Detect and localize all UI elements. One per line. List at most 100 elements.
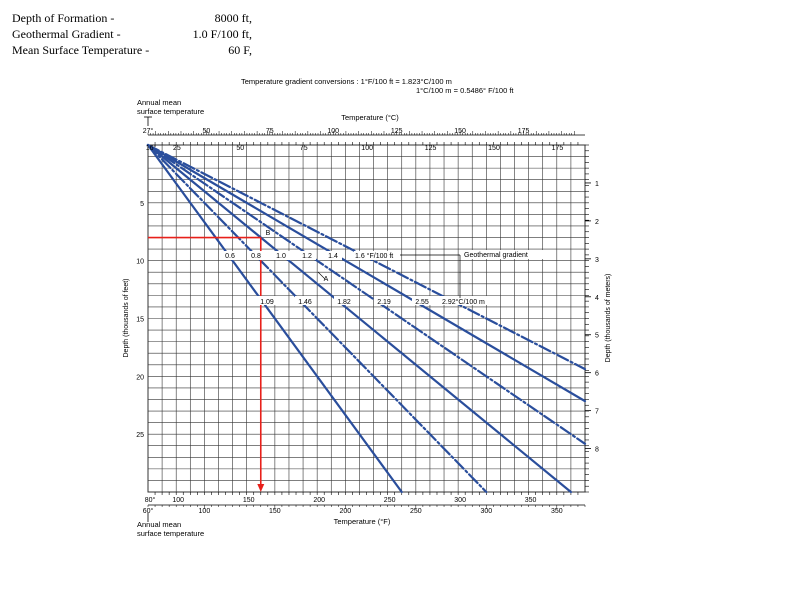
inner-top-tick-label-2: 50 (236, 145, 244, 152)
gradient-line-3 (146, 143, 587, 445)
outer-top-tick-label-0: 27° (143, 127, 154, 135)
right-tick-label-5: 6 (595, 371, 599, 378)
geothermal-label-bg (462, 250, 554, 259)
surface-temp-row: Mean Surface Temperature - 60 F, (12, 42, 252, 58)
gradient-row: Geothermal Gradient - 1.0 F/100 ft, (12, 26, 252, 42)
annual-mean-bottom-label-2: surface temperature (137, 529, 204, 538)
gradient-value: 1.0 F/100 ft, (192, 27, 252, 41)
gradient-f-label-5: 1.6 °F/100 ft (355, 252, 393, 260)
gradient-lines (146, 143, 587, 494)
point-b-label: B (266, 230, 271, 237)
inner-top-tick-label-4: 100 (361, 145, 373, 152)
annual-mean-bottom-label-1: Annual mean (137, 520, 181, 529)
right-tick-label-2: 3 (595, 257, 599, 264)
point-a-label: A (324, 276, 329, 283)
outer-bottom-tick-label-3: 200 (340, 508, 352, 515)
gradient-c-label-bg-1 (295, 296, 315, 305)
gradient-f-label-0: 0.6 (225, 253, 235, 260)
inner-top-tick-label-5: 125 (425, 145, 437, 152)
parameter-list: Depth of Formation - 8000 ft, Geothermal… (12, 10, 252, 58)
left-tick-label-1: 10 (136, 259, 144, 266)
right-tick-label-1: 2 (595, 219, 599, 226)
outer-top-tick-label-4: 125 (391, 128, 403, 135)
left-tick-label-0: 5 (140, 201, 144, 208)
outer-top-tick-label-2: 75 (266, 128, 274, 135)
outer-top-tick-label-5: 150 (454, 128, 466, 135)
outer-bottom-tick-label-5: 300 (480, 508, 492, 515)
gradient-c-label-2: 1.82 (337, 299, 351, 306)
annual-mean-top-label-1: Annual mean (137, 98, 181, 107)
gradient-line-2 (146, 143, 573, 494)
marker-arrowhead (257, 484, 265, 492)
right-tick-label-6: 7 (595, 409, 599, 416)
outer-top-tick-label-3: 100 (327, 128, 339, 135)
grid (147, 131, 591, 509)
gradient-c-label-5: 2.92°C/100 m (442, 298, 485, 306)
depth-label: Depth of Formation - (12, 11, 115, 25)
gradient-label: Geothermal Gradient - (12, 27, 121, 41)
gradient-c-label-bg-0 (257, 296, 277, 305)
gradient-f-label-bg-2 (272, 251, 290, 260)
depth-value: 8000 ft, (214, 11, 252, 25)
gradient-f-label-bg-5 (354, 251, 394, 260)
depth-row: Depth of Formation - 8000 ft, (12, 10, 252, 26)
gradient-f-label-bg-0 (221, 251, 239, 260)
outer-bottom-tick-label-6: 350 (551, 508, 563, 515)
gradient-c-label-4: 2.55 (415, 299, 429, 306)
inner-bottom-tick-label-4: 250 (384, 497, 396, 504)
left-tick-label-3: 20 (136, 374, 144, 381)
outer-top-tick-label-6: 175 (518, 128, 530, 135)
example-marker (148, 236, 265, 492)
inner-bottom-tick-label-1: 100 (172, 497, 184, 504)
outer-bottom-tick-label-4: 250 (410, 508, 422, 515)
gradient-c-label-bg-4 (412, 296, 432, 305)
inner-top-tick-label-3: 75 (300, 145, 308, 152)
gradient-c-label-3: 2.19 (377, 299, 391, 306)
left-tick-label-4: 25 (136, 432, 144, 439)
annual-mean-top-label-2: surface temperature (137, 107, 204, 116)
bottom-axis-label: Temperature (°F) (334, 517, 391, 526)
gradient-f-label-bg-1 (247, 251, 265, 260)
outer-top-tick-label-1: 50 (202, 128, 210, 135)
gradient-line-0 (146, 143, 403, 494)
outer-bottom-tick-label-0: 60° (143, 507, 154, 515)
gradient-f-label-3: 1.2 (302, 253, 312, 260)
inner-bottom-tick-label-3: 200 (313, 497, 325, 504)
left-tick-label-2: 15 (136, 317, 144, 324)
surface-temp-label: Mean Surface Temperature - (12, 43, 150, 57)
gradient-f-label-2: 1.0 (276, 253, 286, 260)
gradient-c-label-bg-3 (374, 296, 394, 305)
inner-bottom-tick-label-5: 300 (454, 497, 466, 504)
right-tick-label-0: 1 (595, 181, 599, 188)
gradient-c-label-0: 1.09 (260, 299, 274, 306)
right-tick-label-4: 5 (595, 333, 599, 340)
geothermal-gradient-label: Geothermal gradient (464, 252, 528, 259)
inner-bottom-tick-label-2: 150 (243, 497, 255, 504)
chart-labels: Temperature gradient conversions : 1°F/1… (123, 77, 612, 538)
gradient-line-1 (146, 143, 488, 494)
gradient-c-label-bg-2 (334, 296, 354, 305)
gradient-line-4 (146, 143, 587, 403)
right-tick-label-7: 8 (595, 447, 599, 454)
conversion-line-1: Temperature gradient conversions : 1°F/1… (241, 77, 452, 86)
left-axis-label: Depth (thousands of feet) (123, 279, 130, 358)
top-axis-label: Temperature (°C) (341, 113, 399, 122)
gradient-f-label-4: 1.4 (328, 253, 338, 260)
inner-bottom-tick-label-0: 80° (145, 496, 156, 504)
inner-top-tick-label-7: 175 (552, 145, 564, 152)
inner-top-tick-label-6: 150 (488, 145, 500, 152)
inner-top-tick-label-0: 16° (146, 144, 157, 152)
gradient-f-label-bg-3 (298, 251, 316, 260)
point-a-pointer (317, 271, 326, 280)
gradient-f-label-1: 0.8 (251, 253, 261, 260)
outer-bottom-tick-label-2: 150 (269, 508, 281, 515)
outer-bottom-tick-label-1: 100 (199, 508, 211, 515)
gradient-c-label-bg-5 (438, 296, 496, 305)
inner-bottom-tick-label-6: 350 (525, 497, 537, 504)
gradient-c-label-1: 1.46 (298, 299, 312, 306)
conversion-line-2: 1°C/100 m = 0.5486° F/100 ft (416, 86, 514, 95)
inner-top-tick-label-1: 25 (173, 145, 181, 152)
right-axis-label: Depth (thousands of meters) (605, 274, 612, 363)
gradient-f-label-bg-4 (324, 251, 342, 260)
